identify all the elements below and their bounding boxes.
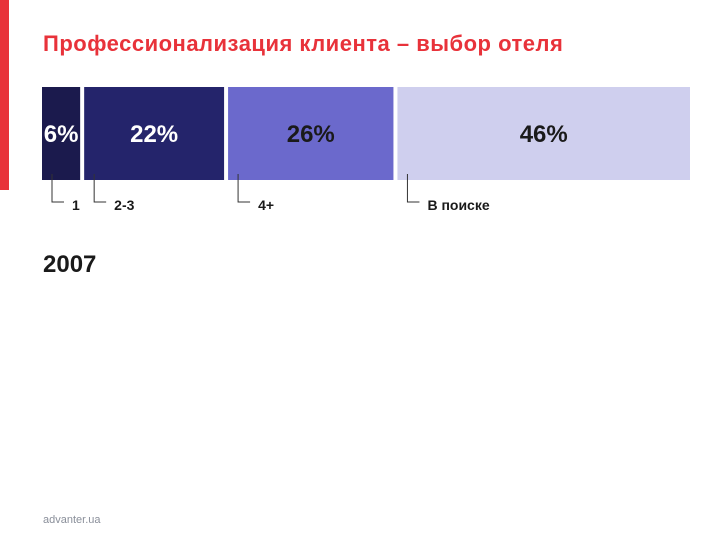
- value-label-1: 6%: [44, 121, 79, 148]
- accent-bar: [0, 0, 9, 190]
- category-connector-4: [406, 174, 420, 203]
- category-connector-2: [93, 174, 107, 203]
- slide-title: Профессионализация клиента – выбор отеля: [43, 31, 564, 56]
- category-label-2: 2-3: [114, 197, 134, 213]
- value-label-3: 26%: [287, 121, 335, 148]
- bar-segment-1: [42, 87, 81, 180]
- category-label-3: 4+: [258, 197, 274, 213]
- category-label-4: В поиске: [427, 197, 489, 213]
- bar-segment-2: [84, 87, 225, 180]
- category-label-1: 1: [72, 197, 80, 213]
- footer-source: advanter.ua: [43, 514, 101, 526]
- value-label-2: 22%: [130, 121, 178, 148]
- category-connector-1: [51, 174, 64, 203]
- year-label: 2007: [43, 251, 97, 278]
- category-connector-3: [237, 174, 251, 203]
- bar-segment-4: [397, 87, 690, 180]
- value-label-4: 46%: [520, 121, 568, 148]
- bar-segment-3: [228, 87, 394, 180]
- stacked-bar-chart: 6% 1 22% 2-3 26% 4+ 46% В поиске: [42, 87, 690, 213]
